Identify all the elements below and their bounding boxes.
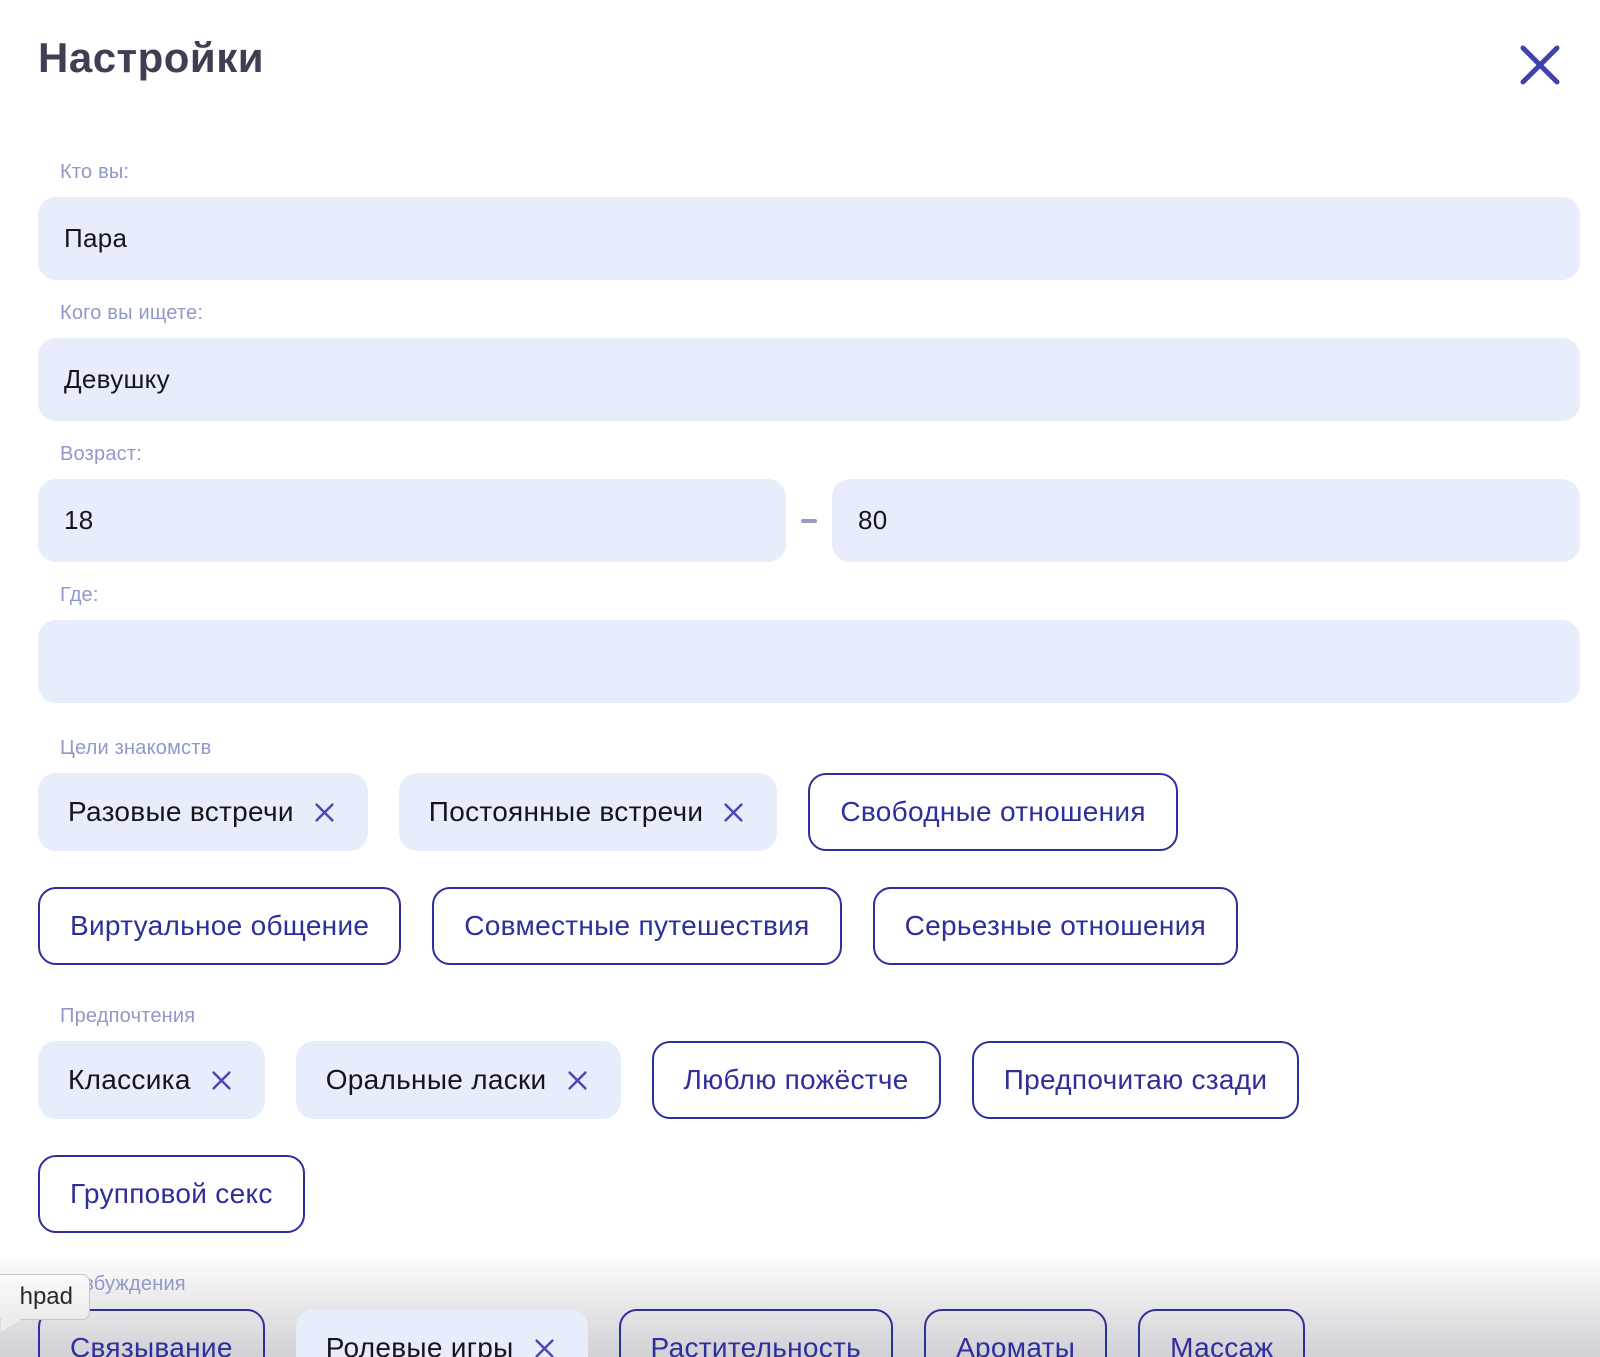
tag-option[interactable]: Люблю пожёстче [651, 1041, 941, 1119]
looking-for-label: Кого вы ищете: [60, 302, 204, 324]
page-title: Настройки [38, 34, 265, 81]
tag-option[interactable]: Групповой секс [38, 1155, 305, 1233]
tag-label: Связывание [70, 1332, 233, 1357]
tag-option[interactable]: Связывание [38, 1309, 265, 1357]
where-input[interactable] [38, 620, 1580, 703]
close-button[interactable] [1514, 39, 1566, 91]
bottom-fade-overlay [0, 1252, 1600, 1357]
age-range-row [38, 479, 1580, 562]
remove-icon[interactable] [208, 1067, 235, 1094]
tag-label: Люблю пожёстче [683, 1064, 909, 1095]
tag-label: Серьезные отношения [904, 910, 1207, 941]
tag-label: Растительность [650, 1332, 862, 1357]
tag-label: Ароматы [956, 1332, 1076, 1357]
tag-label: Совместные путешествия [464, 910, 810, 941]
settings-form: Кто вы: Кого вы ищете: Возраст: Где: Цел… [38, 161, 1580, 1357]
tag-label: Предпочитаю сзади [1003, 1064, 1268, 1095]
tag-option[interactable]: Ароматы [924, 1309, 1108, 1357]
tag-label: Свободные отношения [840, 796, 1146, 827]
remove-icon[interactable] [531, 1335, 558, 1357]
tag-label: Массаж [1170, 1332, 1274, 1357]
field-group-age: Возраст: [38, 443, 1580, 562]
tag-selected[interactable]: Ролевые игры [295, 1309, 588, 1357]
tag-option[interactable]: Массаж [1138, 1309, 1306, 1357]
goals-tag-row-1: Разовые встречи Постоянные встречи Свобо… [38, 773, 1580, 851]
who-you-are-label: Кто вы: [60, 161, 130, 183]
remove-icon[interactable] [311, 799, 338, 826]
tag-option[interactable]: Предпочитаю сзади [971, 1041, 1300, 1119]
tag-label: Классика [68, 1064, 191, 1095]
age-min-input[interactable] [38, 479, 786, 562]
status-tooltip-text: hpad [19, 1283, 73, 1310]
preferences-tag-row-1: Классика Оральные ласки Люблю пожёстче П… [38, 1041, 1580, 1119]
preferences-tag-row-2: Групповой секс [38, 1155, 1580, 1233]
field-group-where: Где: [38, 584, 1580, 703]
tag-selected[interactable]: Постоянные встречи [398, 773, 778, 851]
tag-label: Ролевые игры [325, 1332, 514, 1357]
tag-label: Постоянные встречи [428, 796, 704, 827]
tag-label: Разовые встречи [68, 796, 294, 827]
tag-option[interactable]: Серьезные отношения [872, 887, 1239, 965]
remove-icon[interactable] [720, 799, 747, 826]
age-max-input[interactable] [832, 479, 1580, 562]
tag-option[interactable]: Совместные путешествия [432, 887, 842, 965]
section-label-preferences: Предпочтения [60, 1005, 196, 1027]
close-icon [1514, 45, 1566, 94]
remove-icon[interactable] [564, 1067, 591, 1094]
status-tooltip: hpad [0, 1274, 90, 1320]
field-group-who-you-are: Кто вы: [38, 161, 1580, 280]
tag-label: Групповой секс [70, 1178, 273, 1209]
tag-label: Оральные ласки [325, 1064, 547, 1095]
goals-tag-row-2: Виртуальное общение Совместные путешеств… [38, 887, 1580, 965]
section-label-goals: Цели знакомств [60, 737, 212, 759]
where-label: Где: [60, 584, 99, 606]
who-you-are-input[interactable] [38, 197, 1580, 280]
tag-option[interactable]: Растительность [618, 1309, 894, 1357]
field-group-looking-for: Кого вы ищете: [38, 302, 1580, 421]
tag-selected[interactable]: Оральные ласки [295, 1041, 621, 1119]
section-label-arousals: Возбуждения [60, 1273, 186, 1295]
tag-selected[interactable]: Классика [38, 1041, 265, 1119]
arousals-tag-row-1: Связывание Ролевые игры Растительность А… [38, 1309, 1580, 1357]
tag-option[interactable]: Свободные отношения [808, 773, 1178, 851]
tag-label: Виртуальное общение [70, 910, 370, 941]
age-range-separator [786, 518, 832, 523]
tag-option[interactable]: Виртуальное общение [38, 887, 402, 965]
looking-for-input[interactable] [38, 338, 1580, 421]
age-label: Возраст: [60, 443, 142, 465]
modal-header: Настройки [38, 33, 1580, 91]
tag-selected[interactable]: Разовые встречи [38, 773, 368, 851]
